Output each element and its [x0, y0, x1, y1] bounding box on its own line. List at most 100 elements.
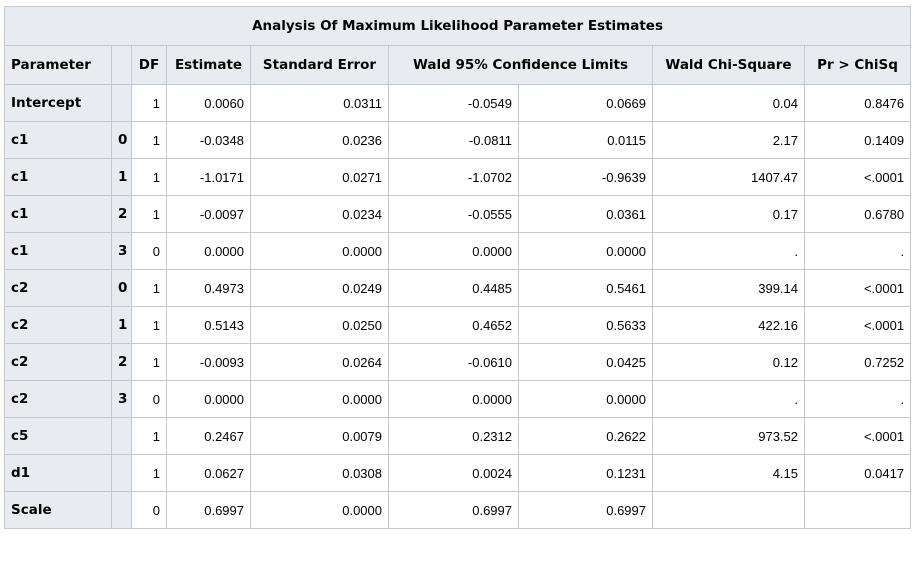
cell-estimate: 0.0060 [166, 84, 251, 122]
cell-chi-square: 0.12 [652, 343, 805, 381]
cell-df: 1 [131, 158, 167, 196]
cell-standard-error: 0.0264 [250, 343, 389, 381]
cell-upper-limit: 0.0669 [518, 84, 653, 122]
cell-parameter: c2 [4, 269, 112, 307]
cell-estimate: -1.0171 [166, 158, 251, 196]
cell-df: 1 [131, 306, 167, 344]
cell-p-value: 0.0417 [803, 454, 912, 492]
cell-lower-limit: 0.0024 [388, 454, 519, 492]
header-df: DF [131, 45, 167, 85]
table-row: c1 2 1 -0.0097 0.0234 -0.0555 0.0361 0.1… [4, 195, 912, 233]
cell-upper-limit: 0.0361 [518, 195, 653, 233]
header-wald-chi-square: Wald Chi-Square [652, 45, 805, 85]
parameter-estimates-table-container: Analysis Of Maximum Likelihood Parameter… [3, 6, 912, 529]
cell-level [111, 84, 132, 122]
cell-standard-error: 0.0000 [250, 380, 389, 418]
cell-lower-limit: 0.4652 [388, 306, 519, 344]
cell-lower-limit: -0.0549 [388, 84, 519, 122]
cell-chi-square: 4.15 [652, 454, 805, 492]
cell-lower-limit: 0.0000 [388, 232, 519, 270]
cell-standard-error: 0.0000 [250, 491, 389, 529]
cell-standard-error: 0.0000 [250, 232, 389, 270]
cell-df: 1 [131, 121, 167, 159]
cell-lower-limit: -0.0555 [388, 195, 519, 233]
parameter-estimates-table: Analysis Of Maximum Likelihood Parameter… [3, 6, 912, 529]
cell-p-value: <.0001 [803, 269, 912, 307]
cell-p-value: 0.7252 [803, 343, 912, 381]
cell-p-value: <.0001 [803, 417, 912, 455]
cell-estimate: 0.5143 [166, 306, 251, 344]
table-row: c1 1 1 -1.0171 0.0271 -1.0702 -0.9639 14… [4, 158, 912, 196]
table-body: Intercept 1 0.0060 0.0311 -0.0549 0.0669… [4, 84, 912, 529]
cell-standard-error: 0.0250 [250, 306, 389, 344]
cell-p-value: <.0001 [803, 158, 912, 196]
header-standard-error: Standard Error [250, 45, 389, 85]
cell-upper-limit: 0.5633 [518, 306, 653, 344]
cell-upper-limit: 0.0115 [518, 121, 653, 159]
cell-p-value [803, 491, 912, 529]
table-row: d1 1 0.0627 0.0308 0.0024 0.1231 4.15 0.… [4, 454, 912, 492]
cell-standard-error: 0.0308 [250, 454, 389, 492]
cell-parameter: Scale [4, 491, 112, 529]
cell-parameter: Intercept [4, 84, 112, 122]
cell-upper-limit: 0.0000 [518, 232, 653, 270]
cell-standard-error: 0.0271 [250, 158, 389, 196]
cell-level: 3 [111, 380, 132, 418]
cell-level: 2 [111, 195, 132, 233]
cell-parameter: c1 [4, 158, 112, 196]
cell-df: 1 [131, 417, 167, 455]
header-wald-confidence-limits: Wald 95% Confidence Limits [388, 45, 653, 85]
cell-level: 3 [111, 232, 132, 270]
cell-parameter: d1 [4, 454, 112, 492]
cell-level: 0 [111, 121, 132, 159]
table-row: Intercept 1 0.0060 0.0311 -0.0549 0.0669… [4, 84, 912, 122]
cell-chi-square: . [652, 380, 805, 418]
cell-estimate: 0.0000 [166, 380, 251, 418]
cell-estimate: -0.0093 [166, 343, 251, 381]
cell-level: 2 [111, 343, 132, 381]
cell-estimate: 0.2467 [166, 417, 251, 455]
cell-chi-square: 422.16 [652, 306, 805, 344]
cell-standard-error: 0.0079 [250, 417, 389, 455]
header-p-value: Pr > ChiSq [803, 45, 912, 85]
table-row: c5 1 0.2467 0.0079 0.2312 0.2622 973.52 … [4, 417, 912, 455]
cell-df: 1 [131, 343, 167, 381]
cell-upper-limit: 0.2622 [518, 417, 653, 455]
cell-p-value: . [803, 380, 912, 418]
cell-parameter: c1 [4, 195, 112, 233]
cell-parameter: c1 [4, 232, 112, 270]
cell-parameter: c5 [4, 417, 112, 455]
cell-upper-limit: 0.1231 [518, 454, 653, 492]
cell-parameter: c2 [4, 306, 112, 344]
cell-level: 1 [111, 158, 132, 196]
cell-df: 0 [131, 380, 167, 418]
cell-df: 0 [131, 491, 167, 529]
cell-lower-limit: 0.2312 [388, 417, 519, 455]
column-header-row: Parameter DF Estimate Standard Error Wal… [4, 45, 912, 85]
cell-chi-square: 1407.47 [652, 158, 805, 196]
table-row: c1 3 0 0.0000 0.0000 0.0000 0.0000 . . [4, 232, 912, 270]
cell-standard-error: 0.0236 [250, 121, 389, 159]
cell-lower-limit: -1.0702 [388, 158, 519, 196]
cell-level [111, 454, 132, 492]
cell-upper-limit: 0.5461 [518, 269, 653, 307]
cell-p-value: 0.6780 [803, 195, 912, 233]
cell-df: 1 [131, 454, 167, 492]
cell-level: 1 [111, 306, 132, 344]
header-estimate: Estimate [166, 45, 251, 85]
cell-parameter: c2 [4, 343, 112, 381]
cell-level [111, 491, 132, 529]
cell-chi-square [652, 491, 805, 529]
header-level [111, 45, 132, 85]
cell-parameter: c1 [4, 121, 112, 159]
cell-p-value: 0.1409 [803, 121, 912, 159]
header-parameter: Parameter [4, 45, 112, 85]
cell-chi-square: 973.52 [652, 417, 805, 455]
cell-chi-square: 0.04 [652, 84, 805, 122]
cell-chi-square: . [652, 232, 805, 270]
cell-df: 1 [131, 269, 167, 307]
table-row: c2 3 0 0.0000 0.0000 0.0000 0.0000 . . [4, 380, 912, 418]
cell-chi-square: 2.17 [652, 121, 805, 159]
cell-chi-square: 399.14 [652, 269, 805, 307]
cell-p-value: . [803, 232, 912, 270]
